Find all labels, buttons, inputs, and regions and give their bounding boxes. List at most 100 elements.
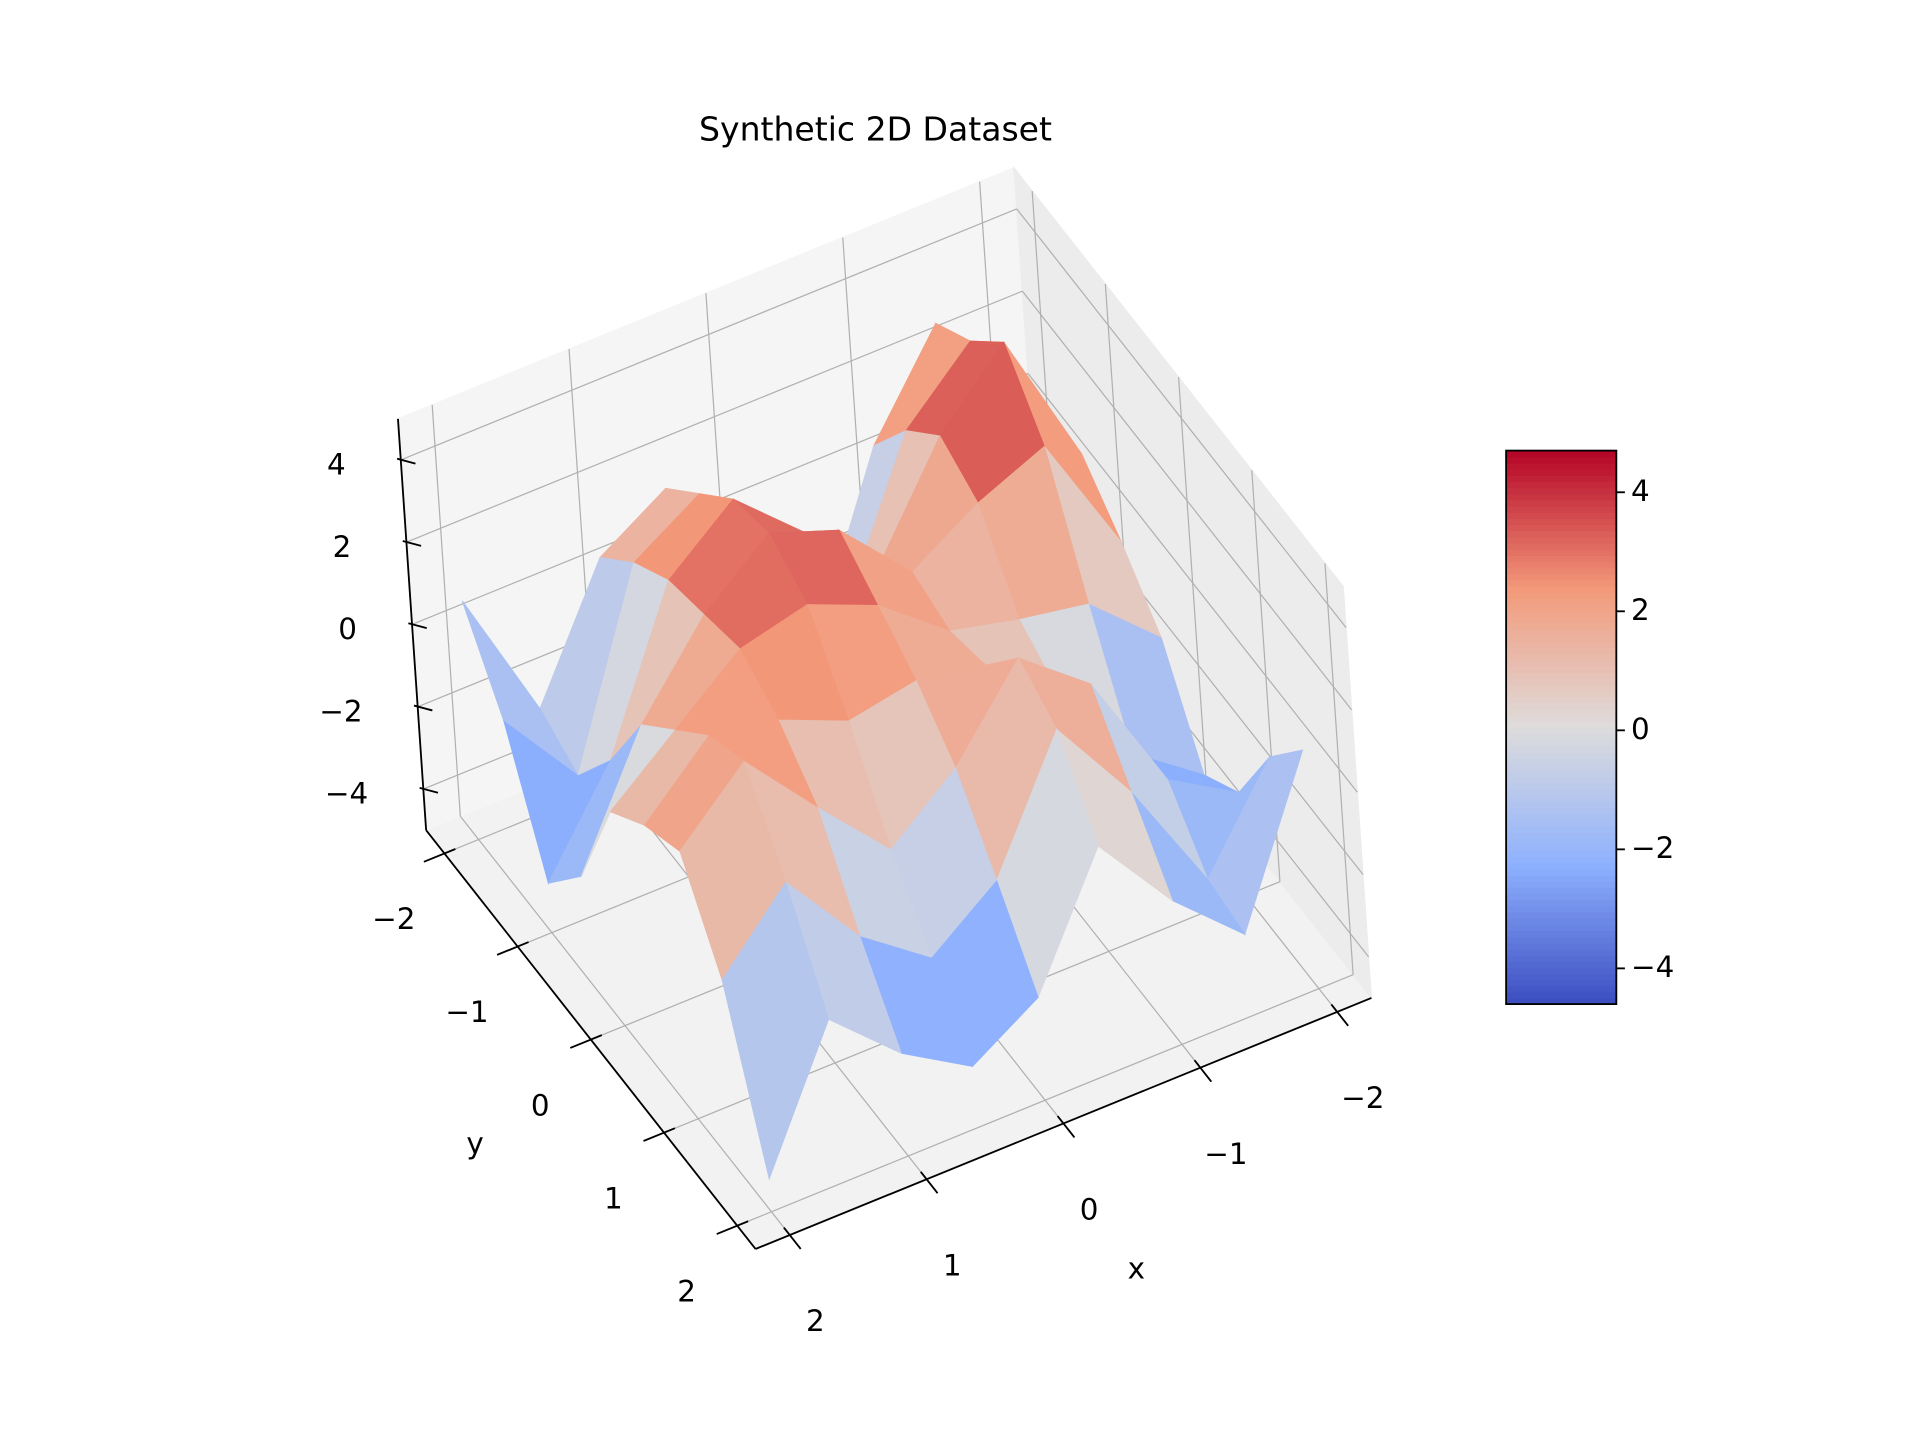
tick-mark: [643, 1127, 676, 1142]
colorbar-strip: [1506, 573, 1617, 581]
colorbar-strip: [1506, 567, 1617, 575]
colorbar-strip: [1506, 481, 1617, 489]
colorbar-strip: [1506, 653, 1617, 661]
colorbar-strip: [1506, 493, 1617, 501]
surface-patch: [721, 881, 830, 1181]
tick-mark: [1056, 1115, 1076, 1138]
colorbar-strip: [1506, 979, 1617, 987]
colorbar-strip: [1506, 604, 1617, 612]
z-tick-label: 0: [338, 612, 357, 646]
x-tick-label: −2: [1341, 1081, 1384, 1115]
tick-mark: [1193, 1059, 1213, 1083]
colorbar-tick-label: 2: [1631, 593, 1650, 627]
colorbar-strip: [1506, 518, 1617, 526]
colorbar-strip: [1506, 678, 1617, 686]
colorbar-strip: [1506, 475, 1617, 483]
colorbar-strip: [1506, 856, 1617, 864]
x-tick-label: −1: [1204, 1137, 1247, 1171]
colorbar-strip: [1506, 628, 1617, 636]
y-tick-label: 1: [604, 1181, 623, 1215]
colorbar-strip: [1506, 819, 1617, 827]
colorbar-strip: [1506, 874, 1617, 882]
colorbar-strip: [1506, 647, 1617, 655]
colorbar-strip: [1506, 672, 1617, 679]
colorbar-strip: [1506, 911, 1617, 919]
colorbar-strip: [1506, 622, 1617, 630]
colorbar-strip: [1506, 831, 1617, 839]
colorbar-strip: [1506, 487, 1617, 495]
colorbar-strip: [1506, 948, 1617, 956]
colorbar-strip: [1506, 549, 1617, 556]
colorbar-strip: [1506, 991, 1617, 999]
colorbar-strip: [1506, 598, 1617, 606]
grid-line: [736, 974, 1354, 1227]
z-tick-label: 4: [327, 448, 346, 482]
x-axis-label: x: [1128, 1251, 1145, 1285]
colorbar-strip: [1506, 715, 1617, 722]
colorbar-strip: [1506, 905, 1617, 913]
grid-line: [1016, 208, 1347, 629]
colorbar-strip: [1506, 776, 1617, 784]
colorbar-strip: [1506, 499, 1617, 507]
x-tick-label: 2: [806, 1304, 825, 1338]
grid-line: [400, 208, 1017, 461]
colorbar-strip: [1506, 967, 1617, 975]
colorbar-strip: [1506, 961, 1617, 968]
colorbar-strip: [1506, 739, 1617, 747]
colorbar-strip: [1506, 751, 1617, 759]
colorbar-strip: [1506, 924, 1617, 932]
colorbar-strip: [1506, 936, 1617, 944]
colorbar-strip: [1506, 727, 1617, 735]
colorbar-strip: [1506, 524, 1617, 532]
colorbar-strip: [1506, 973, 1617, 981]
colorbar-strip: [1506, 899, 1617, 907]
colorbar-strip: [1506, 450, 1617, 458]
colorbar-tick-label: −2: [1631, 831, 1674, 865]
colorbar-strip: [1506, 893, 1617, 901]
colorbar-strip: [1506, 862, 1617, 870]
colorbar-strip: [1506, 917, 1617, 925]
colorbar-strip: [1506, 635, 1617, 642]
colorbar-strip: [1506, 641, 1617, 649]
colorbar-strip: [1506, 942, 1617, 950]
colorbar-tick-label: −4: [1631, 950, 1674, 984]
chart-title: Synthetic 2D Dataset: [699, 110, 1052, 149]
colorbar-strip: [1506, 665, 1617, 673]
grid-line: [1021, 290, 1353, 711]
colorbar-strip: [1506, 782, 1617, 790]
colorbar-strip: [1506, 745, 1617, 753]
colorbar-strip: [1506, 887, 1617, 895]
colorbar-strip: [1506, 616, 1617, 624]
colorbar-strip: [1506, 696, 1617, 704]
colorbar-strip: [1506, 930, 1617, 938]
colorbar-strip: [1506, 462, 1617, 470]
colorbar-strip: [1506, 610, 1617, 618]
colorbar-tick-label: 0: [1631, 712, 1650, 746]
colorbar-strip: [1506, 702, 1617, 710]
colorbar-strip: [1506, 954, 1617, 962]
colorbar-strip: [1506, 512, 1617, 519]
tick-mark: [1330, 1003, 1349, 1027]
colorbar-strip: [1506, 813, 1617, 821]
colorbar-strip: [1506, 505, 1617, 513]
tick-mark: [783, 1227, 802, 1250]
colorbar-strip: [1506, 807, 1617, 815]
colorbar-strip: [1506, 530, 1617, 538]
colorbar-strip: [1506, 469, 1617, 476]
colorbar-strip: [1506, 592, 1617, 599]
colorbar-strip: [1506, 561, 1617, 569]
tick-mark: [920, 1171, 939, 1194]
colorbar-strip: [1506, 690, 1617, 698]
colorbar-strip: [1506, 844, 1617, 852]
colorbar-strip: [1506, 721, 1617, 729]
grid-line: [1027, 373, 1358, 793]
y-tick-label: −2: [372, 902, 415, 936]
colorbar-strip: [1506, 579, 1617, 587]
x-tick-label: 1: [943, 1248, 962, 1282]
colorbar-strip: [1506, 788, 1617, 796]
colorbar-strip: [1506, 764, 1617, 772]
z-tick-label: −4: [325, 777, 368, 811]
colorbar-strip: [1506, 868, 1617, 876]
axis-line: [755, 997, 1372, 1250]
grid-line: [406, 290, 1023, 543]
